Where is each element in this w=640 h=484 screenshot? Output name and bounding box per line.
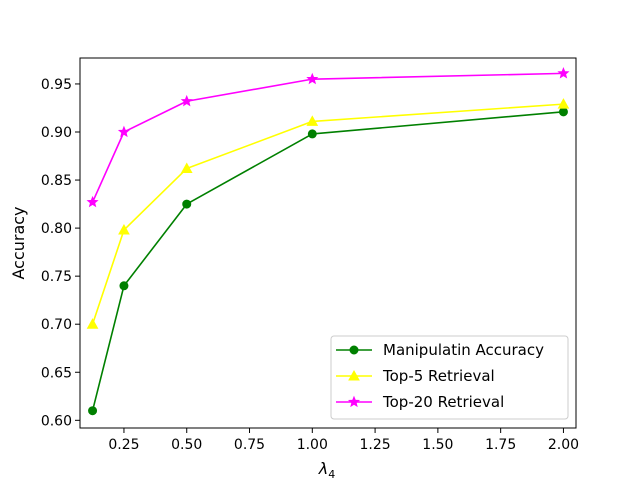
data-point-marker (182, 199, 192, 209)
legend-frame (330, 335, 569, 420)
legend-label: Top-5 Retrieval (382, 367, 495, 385)
axes-layer (79, 57, 577, 429)
data-point-marker (86, 318, 99, 329)
data-point-marker (557, 67, 570, 79)
data-point-marker (88, 406, 98, 416)
y-tick-label: 0.85 (41, 173, 72, 189)
y-tick-label: 0.90 (41, 125, 72, 141)
data-point-marker (119, 281, 129, 291)
y-tick-label: 0.75 (41, 269, 72, 285)
plot-area-frame (79, 57, 577, 429)
legend-marker-swatch (347, 395, 361, 408)
x-tick-label: 1.50 (422, 437, 453, 453)
x-axis-label-base: λ (318, 459, 328, 478)
series-line (91, 103, 564, 325)
series-line (91, 72, 564, 203)
series-layer (86, 67, 570, 416)
y-tick-label: 0.80 (41, 221, 72, 237)
x-tick-label: 0.25 (108, 437, 139, 453)
data-point-marker (117, 125, 130, 138)
x-axis-ticks: 0.25 0.50 0.75 1.00 1.25 1.50 1.75 2.00 (108, 428, 579, 453)
data-point-marker (86, 195, 99, 208)
y-tick-label: 0.70 (41, 317, 72, 333)
legend-item: Manipulatin Accuracy (336, 341, 544, 359)
legend-item: Top-5 Retrieval (336, 367, 495, 385)
data-point-marker (180, 162, 193, 174)
x-tick-label: 2.00 (548, 437, 579, 453)
series-3 (86, 67, 570, 208)
series-1 (88, 107, 568, 416)
y-axis-ticks: 0.60 0.65 0.70 0.75 0.80 0.85 0.90 0.95 (41, 77, 80, 429)
x-tick-label: 1.75 (485, 437, 516, 453)
data-point-marker (557, 98, 570, 109)
legend-marker-swatch (349, 345, 359, 355)
y-axis-label: Accuracy (9, 206, 28, 279)
x-tick-label: 1.25 (360, 437, 391, 453)
data-point-marker (180, 94, 193, 107)
x-tick-label: 1.00 (297, 437, 328, 453)
data-point-marker (306, 115, 319, 126)
legend-label: Manipulatin Accuracy (383, 341, 544, 359)
y-tick-label: 0.95 (41, 77, 72, 93)
data-point-marker (558, 107, 568, 117)
x-tick-label: 0.75 (234, 437, 265, 453)
legend-marker-swatch (348, 369, 360, 381)
x-axis-label: λ4 (318, 459, 335, 480)
y-tick-label: 0.65 (41, 365, 72, 381)
legend-item: Top-20 Retrieval (336, 393, 504, 411)
series-2 (86, 98, 570, 329)
legend: Manipulatin Accuracy Top-5 Retrieval Top-2… (330, 335, 569, 420)
x-tick-label: 0.50 (171, 437, 202, 453)
data-point-marker (306, 72, 319, 85)
y-tick-label: 0.60 (41, 413, 72, 429)
data-point-marker (307, 129, 317, 139)
legend-label: Top-20 Retrieval (382, 393, 504, 411)
legend-items: Manipulatin Accuracy Top-5 Retrieval Top-2… (336, 341, 544, 411)
data-point-marker (118, 223, 130, 235)
x-axis-label-subscript: 4 (328, 468, 335, 480)
